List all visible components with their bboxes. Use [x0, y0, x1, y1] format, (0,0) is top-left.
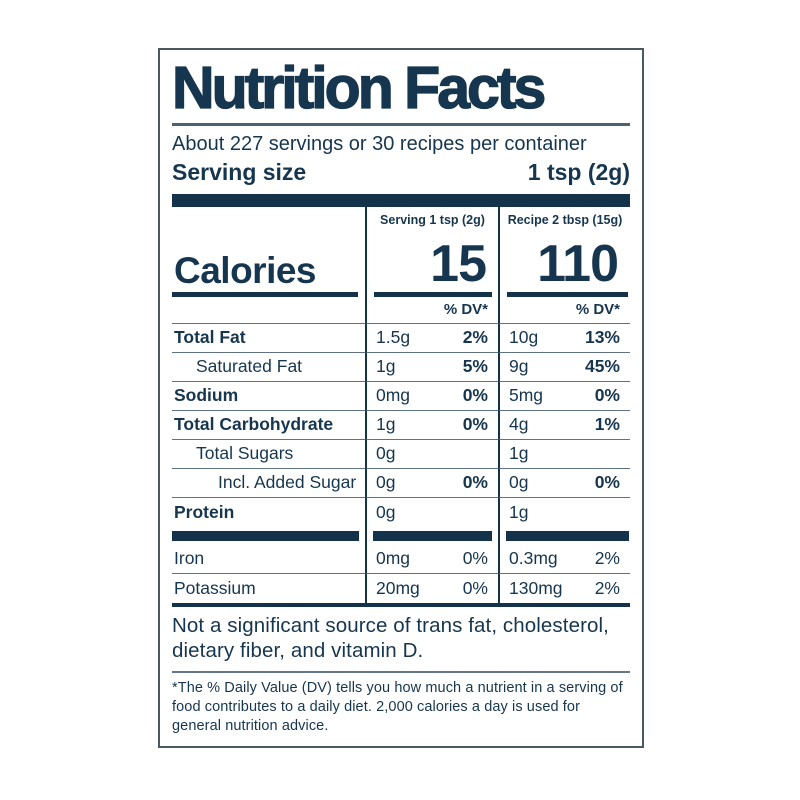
calories-rule: [172, 291, 358, 297]
nutrient-name: Total Fat: [172, 324, 365, 353]
serving-size-row: Serving size 1 tsp (2g): [172, 159, 630, 186]
recipe-value-cell: 0g 0%: [498, 468, 630, 498]
serving-amount: 1g: [376, 356, 396, 377]
calories-label: Calories: [174, 249, 317, 291]
recipe-amount: 0.3mg: [509, 548, 558, 569]
recipe-dv: 13%: [584, 327, 620, 348]
nutrient-name: Protein: [174, 501, 235, 522]
recipe-value-cell: 4g 1%: [498, 410, 630, 440]
serving-size-value: 1 tsp (2g): [527, 158, 630, 185]
recipe-amount: 5mg: [509, 385, 544, 406]
serving-value-cell: 20mg 0%: [365, 573, 498, 603]
recipe-amount: 10g: [509, 327, 539, 348]
serving-value-cell: 1g 0%: [365, 410, 498, 440]
serving-dv: 2%: [462, 327, 488, 348]
recipe-amount: 4g: [509, 414, 529, 435]
serving-amount: 0g: [376, 501, 396, 522]
recipe-amount: 130mg: [509, 577, 563, 598]
nutrient-name: Incl. Added Sugar: [172, 469, 365, 498]
nutrient-name: Total Sugars: [172, 440, 365, 469]
serving-amount: 0mg: [376, 385, 411, 406]
dv-header-spacer: [172, 297, 365, 324]
calories-serving-value: 15: [430, 235, 487, 294]
serving-size-label: Serving size: [172, 158, 307, 185]
nutrient-name: Potassium: [174, 577, 256, 598]
column-header-serving: Serving 1 tsp (2g): [365, 206, 498, 233]
nutrient-name: Sodium: [172, 382, 365, 411]
serving-value-cell: 1g 5%: [365, 352, 498, 382]
recipe-value-cell: 5mg 0%: [498, 381, 630, 411]
dv-header-serving: % DV*: [365, 296, 498, 324]
serving-amount: 0g: [376, 443, 396, 464]
recipe-dv: 45%: [584, 356, 620, 377]
recipe-value-cell: 0.3mg 2%: [498, 544, 630, 574]
not-significant-note: Not a significant source of trans fat, c…: [172, 613, 609, 662]
thick-bar: [373, 530, 492, 541]
thick-bar: [172, 530, 359, 541]
nutrient-name: Saturated Fat: [172, 353, 365, 382]
serving-amount: 0mg: [376, 548, 411, 569]
calories-recipe-value: 110: [537, 235, 619, 294]
header-thick-divider: [172, 193, 630, 207]
serving-value-cell: 0mg 0%: [365, 381, 498, 411]
title-divider: [172, 122, 630, 126]
dv-header-recipe: % DV*: [498, 296, 630, 324]
calories-recipe-rule: [507, 291, 628, 297]
serving-value-cell: 1.5g 2%: [365, 323, 498, 353]
serving-dv: 0%: [462, 414, 488, 435]
recipe-amount: 1g: [509, 443, 529, 464]
serving-amount: 1.5g: [376, 327, 411, 348]
serving-amount: 20mg: [376, 577, 420, 598]
recipe-amount: 9g: [509, 356, 529, 377]
recipe-dv: 2%: [594, 548, 620, 569]
recipe-value-cell: 130mg 2%: [498, 573, 630, 603]
column-header-spacer: [172, 207, 365, 233]
calories-recipe-cell: 110: [498, 232, 630, 297]
serving-amount: 1g: [376, 414, 396, 435]
recipe-dv: 0%: [594, 385, 620, 406]
recipe-value-cell: 1g: [498, 439, 630, 469]
nutrient-name: Iron: [172, 545, 365, 574]
section-bar-serving: [365, 526, 498, 545]
servings-per-container: About 227 servings or 30 recipes per con…: [172, 132, 587, 155]
column-header-recipe: Recipe 2 tbsp (15g): [498, 206, 630, 233]
serving-value-cell: 0g: [365, 497, 498, 527]
section-bar-left: [172, 527, 365, 545]
serving-value-cell: 0mg 0%: [365, 544, 498, 574]
recipe-dv: 0%: [594, 472, 620, 493]
recipe-amount: 0g: [509, 472, 529, 493]
serving-dv: 0%: [462, 577, 488, 598]
recipe-value-cell: 9g 45%: [498, 352, 630, 382]
calories-label-cell: Calories: [172, 233, 365, 297]
recipe-value-cell: 10g 13%: [498, 323, 630, 353]
serving-value-cell: 0g: [365, 439, 498, 469]
daily-value-footnote: *The % Daily Value (DV) tells you how mu…: [172, 680, 623, 734]
recipe-dv: 1%: [594, 414, 620, 435]
thick-bar: [506, 530, 629, 541]
nutrition-table: Serving 1 tsp (2g) Recipe 2 tbsp (15g) C…: [172, 206, 630, 603]
serving-amount: 0g: [376, 472, 396, 493]
table-bottom-divider: [172, 602, 630, 607]
nutrition-facts-title: Nutrition Facts: [171, 55, 547, 121]
calories-serving-cell: 15: [365, 232, 498, 297]
recipe-amount: 1g: [509, 501, 529, 522]
serving-value-cell: 0g 0%: [365, 468, 498, 498]
nutrient-name: Total Carbohydrate: [172, 411, 365, 440]
serving-dv: 0%: [462, 385, 488, 406]
serving-dv: 0%: [462, 472, 488, 493]
recipe-value-cell: 1g: [498, 497, 630, 527]
section-bar-recipe: [498, 526, 630, 545]
serving-dv: 0%: [462, 548, 488, 569]
serving-dv: 5%: [462, 356, 488, 377]
recipe-dv: 2%: [594, 577, 620, 598]
footnote-divider: [172, 671, 630, 674]
calories-serving-rule: [374, 291, 492, 297]
nutrition-facts-label: Nutrition Facts About 227 servings or 30…: [158, 48, 644, 748]
